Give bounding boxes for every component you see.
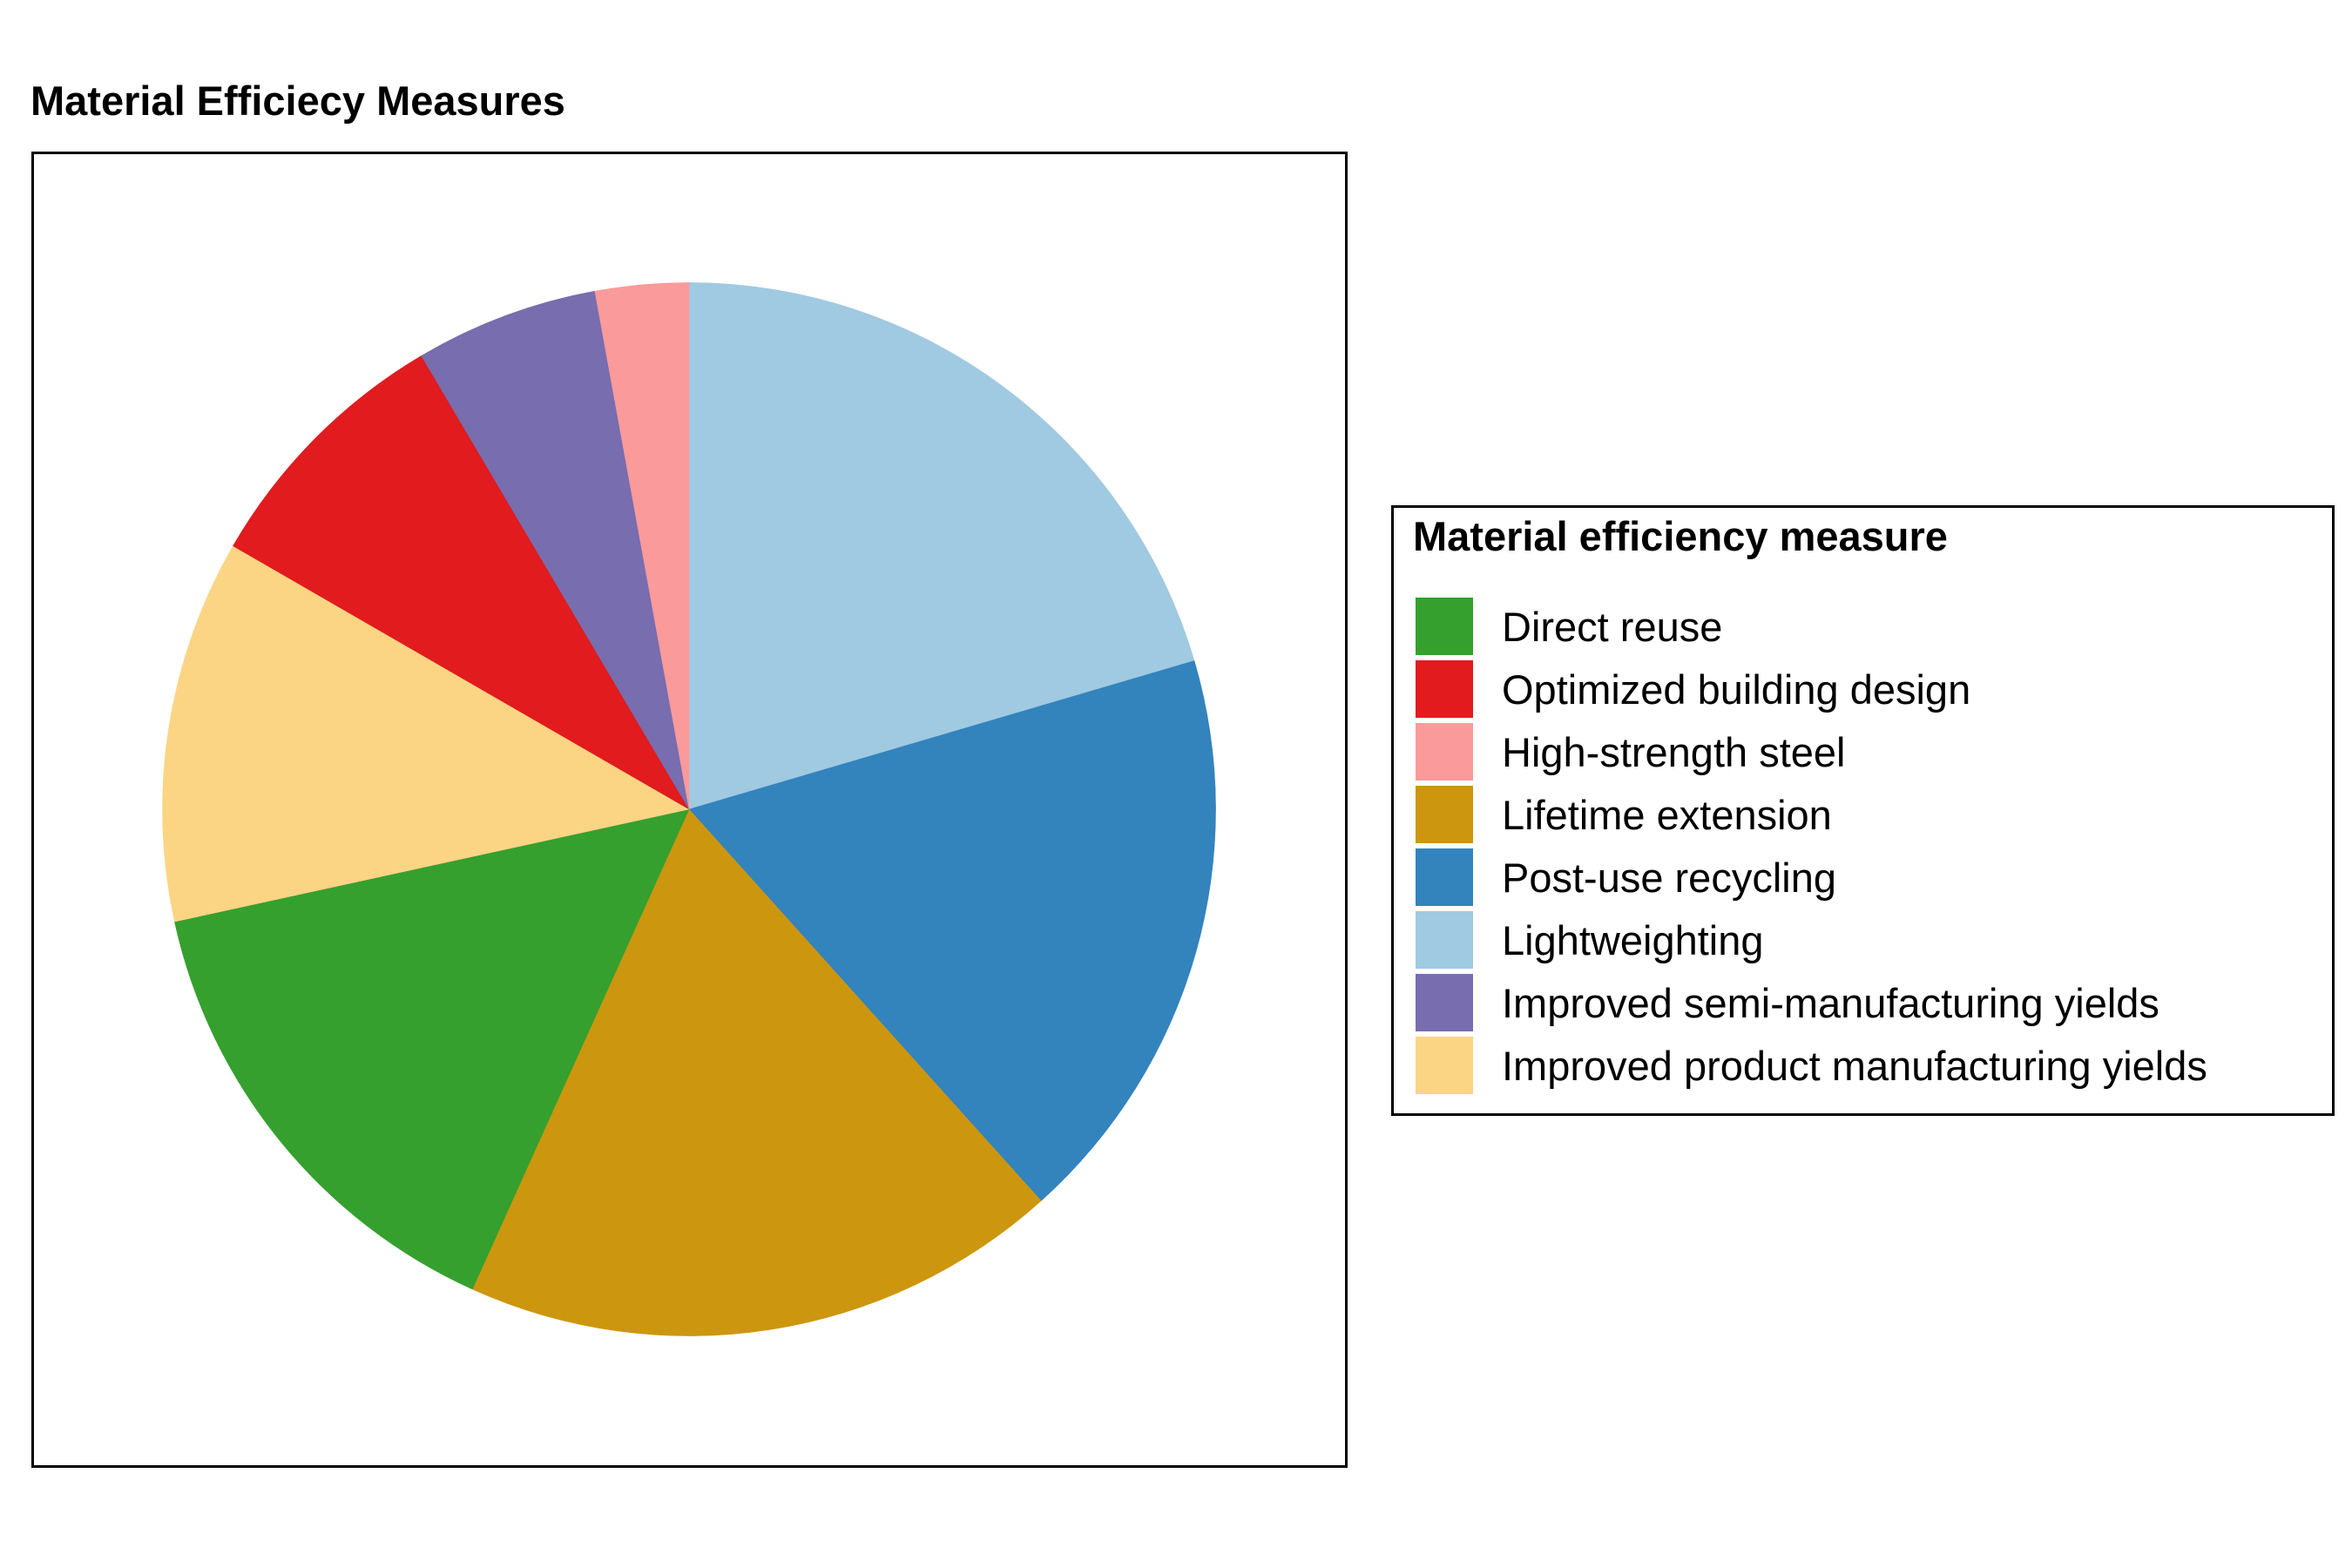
legend-label: Lifetime extension: [1502, 791, 1832, 838]
pie-slice-lifetime-extension: [471, 808, 1042, 1336]
legend-item-improved-semi-manufacturing-yields: Improved semi-manufacturing yields: [1416, 971, 2207, 1034]
legend-label: High-strength steel: [1502, 728, 1846, 775]
legend-swatch: [1416, 660, 1473, 718]
pie-slice-improved-semi-manufacturing-yields: [421, 290, 690, 810]
legend-item-direct-reuse: Direct reuse: [1416, 595, 2207, 658]
pie-slice-lightweighting: [688, 282, 1195, 810]
legend-item-improved-product-manufacturing-yields: Improved product manufacturing yields: [1416, 1034, 2207, 1097]
pie-slice-improved-product-manufacturing-yields: [162, 545, 690, 923]
legend-label: Direct reuse: [1502, 603, 1723, 650]
legend-item-lightweighting: Lightweighting: [1416, 909, 2207, 971]
legend-swatch: [1416, 911, 1473, 969]
legend-swatch: [1416, 786, 1473, 843]
legend-item-lifetime-extension: Lifetime extension: [1416, 783, 2207, 846]
pie-chart: [162, 282, 1216, 1336]
legend-title: Material efficiency measure: [1413, 513, 1948, 559]
legend: Material efficiency measure Direct reuse…: [1391, 505, 2335, 1116]
legend-label: Improved semi-manufacturing yields: [1502, 979, 2159, 1026]
pie-slice-optimized-building-design: [233, 355, 690, 810]
legend-label: Optimized building design: [1502, 666, 1971, 713]
legend-swatch: [1416, 598, 1473, 655]
plot-panel: [31, 152, 1348, 1468]
legend-item-high-strength-steel: High-strength steel: [1416, 720, 2207, 783]
legend-item-optimized-building-design: Optimized building design: [1416, 658, 2207, 720]
legend-swatch: [1416, 723, 1473, 781]
chart-title: Material Efficiecy Measures: [30, 78, 565, 124]
pie-slice-direct-reuse: [174, 808, 690, 1290]
legend-swatch: [1416, 974, 1473, 1031]
pie-slice-high-strength-steel: [594, 282, 690, 810]
legend-label: Improved product manufacturing yields: [1502, 1042, 2207, 1089]
legend-items: Direct reuse Optimized building design Hig…: [1416, 595, 2207, 1097]
legend-label: Lightweighting: [1502, 916, 1764, 963]
legend-swatch: [1416, 1037, 1473, 1094]
legend-swatch: [1416, 848, 1473, 906]
pie-slice-post-use-recycling: [688, 660, 1216, 1201]
legend-label: Post-use recycling: [1502, 854, 1836, 901]
legend-item-post-use-recycling: Post-use recycling: [1416, 846, 2207, 909]
